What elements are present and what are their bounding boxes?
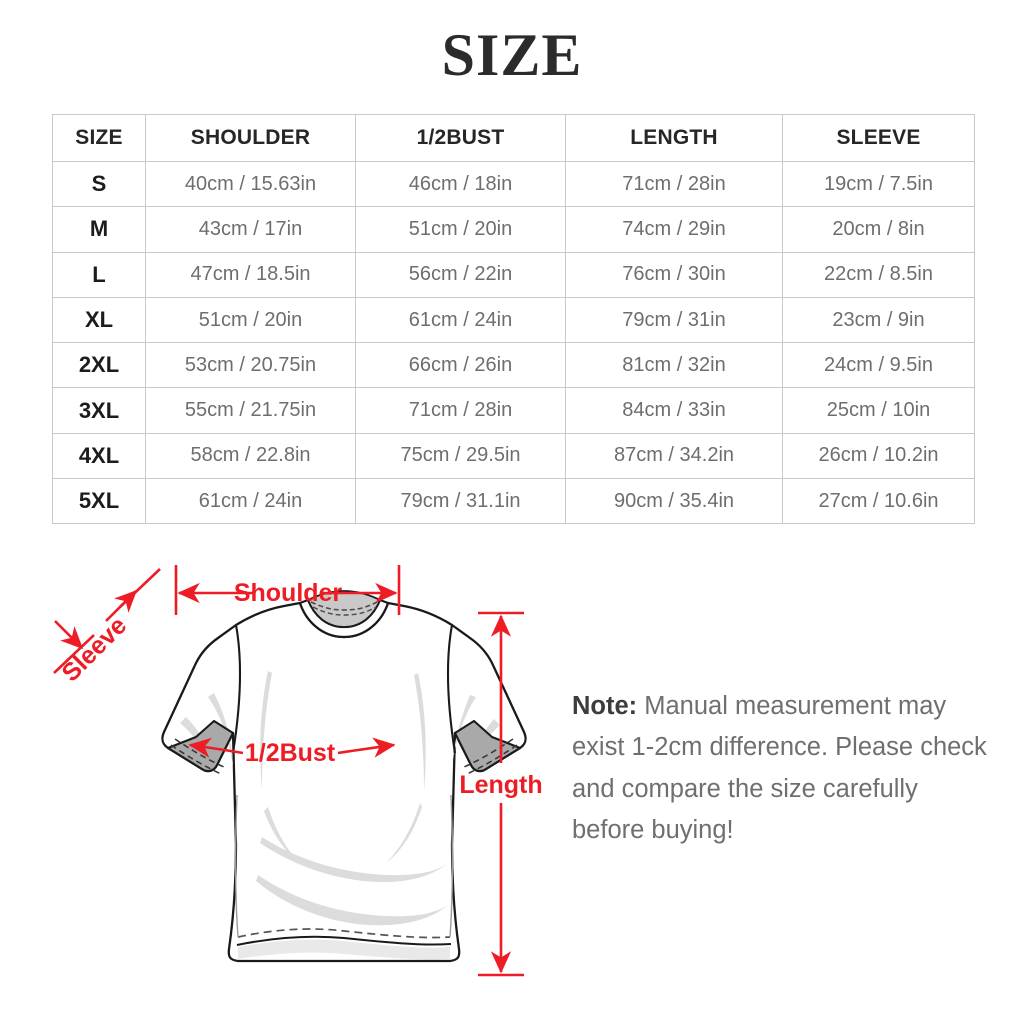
cell-size: S [52, 160, 146, 208]
sleeve-hem-stitch-left [174, 738, 225, 768]
cell-sleeve: 26cm / 10.2in [782, 432, 975, 480]
bust-label: 1/2Bust [245, 739, 336, 767]
bust-arrow-right [337, 737, 396, 758]
cell-size: 3XL [52, 387, 146, 434]
cell-shoulder: 51cm / 20in [145, 296, 356, 344]
cell-shoulder: 40cm / 15.63in [145, 160, 356, 208]
cell-bust: 46cm / 18in [355, 160, 566, 208]
table-row: 5XL 61cm / 24in 79cm / 31.1in 90cm / 35.… [52, 478, 975, 525]
column-header-size: SIZE [52, 114, 146, 162]
cell-size: 5XL [52, 478, 146, 525]
table-row: S 40cm / 15.63in 46cm / 18in 71cm / 28in… [52, 160, 975, 208]
length-label: Length [459, 771, 542, 799]
table-row: 2XL 53cm / 20.75in 66cm / 26in 81cm / 32… [52, 342, 975, 389]
cell-size: 4XL [52, 432, 146, 480]
cell-shoulder: 61cm / 24in [145, 478, 356, 525]
cell-sleeve: 27cm / 10.6in [782, 478, 975, 525]
cell-shoulder: 55cm / 21.75in [145, 387, 356, 434]
cell-bust: 71cm / 28in [355, 387, 566, 434]
cell-length: 84cm / 33in [565, 387, 783, 434]
cell-sleeve: 24cm / 9.5in [782, 342, 975, 389]
cell-length: 74cm / 29in [565, 206, 783, 253]
sleeve-hem-stitch-left-inner [170, 744, 222, 775]
cell-sleeve: 22cm / 8.5in [782, 251, 975, 298]
cell-length: 76cm / 30in [565, 251, 783, 298]
cell-bust: 75cm / 29.5in [355, 432, 566, 480]
sleeve-tick-lower [53, 634, 95, 674]
tshirt-shading [180, 671, 500, 926]
cell-sleeve: 20cm / 8in [782, 206, 975, 253]
armhole-seam-right [446, 624, 457, 754]
sleeve-opening-right [453, 719, 522, 773]
cell-length: 71cm / 28in [565, 160, 783, 208]
table-row: 4XL 58cm / 22.8in 75cm / 29.5in 87cm / 3… [52, 432, 975, 480]
cell-shoulder: 47cm / 18.5in [145, 251, 356, 298]
sleeve-arrow-lower [54, 620, 84, 650]
cell-length: 79cm / 31in [565, 296, 783, 344]
shoulder-measurement-callout: Shoulder [174, 565, 401, 615]
cell-bust: 79cm / 31.1in [355, 478, 566, 525]
page-title: SIZE [441, 22, 583, 88]
cell-bust: 66cm / 26in [355, 342, 566, 389]
side-seam-right [449, 794, 454, 938]
cell-shoulder: 53cm / 20.75in [145, 342, 356, 389]
cell-shoulder: 58cm / 22.8in [145, 432, 356, 480]
sleeve-measurement-callout: Sleeve [53, 568, 161, 687]
table-header-row: SIZE SHOULDER 1/2BUST LENGTH SLEEVE [52, 114, 975, 162]
sleeve-arrow-upper [105, 589, 138, 622]
note-body-text: Manual measurement may exist 1-2cm diffe… [572, 692, 987, 844]
cell-size: 2XL [52, 342, 146, 389]
size-chart-table: SIZE SHOULDER 1/2BUST LENGTH SLEEVE S 40… [52, 114, 975, 525]
collar-tape-stitch-lower [312, 606, 377, 616]
bottom-hem-edge [236, 935, 452, 946]
collar-tape-stitch [310, 601, 378, 611]
cell-shoulder: 43cm / 17in [145, 206, 356, 253]
table-row: L 47cm / 18.5in 56cm / 22in 76cm / 30in … [52, 251, 975, 298]
cell-bust: 61cm / 24in [355, 296, 566, 344]
cell-sleeve: 19cm / 7.5in [782, 160, 975, 208]
bottom-hem-stitch-upper [237, 928, 451, 939]
table-row: 3XL 55cm / 21.75in 71cm / 28in 84cm / 33… [52, 387, 975, 434]
bust-arrow-left [188, 737, 244, 758]
column-header-sleeve: SLEEVE [782, 114, 975, 162]
cell-size: M [52, 206, 146, 253]
column-header-shoulder: SHOULDER [145, 114, 356, 162]
note-lead-label: Note: [572, 692, 638, 720]
table-row: XL 51cm / 20in 61cm / 24in 79cm / 31in 2… [52, 296, 975, 344]
cell-bust: 51cm / 20in [355, 206, 566, 253]
sleeve-hem-stitch-right-inner [466, 744, 518, 775]
cell-size: XL [52, 296, 146, 344]
cell-sleeve: 23cm / 9in [782, 296, 975, 344]
shoulder-label: Shoulder [234, 579, 343, 607]
cell-bust: 56cm / 22in [355, 251, 566, 298]
measurement-diagram: Shoulder Sleeve 1/2Bust Length [0, 545, 1024, 1024]
cell-length: 81cm / 32in [565, 342, 783, 389]
bust-measurement-callout: 1/2Bust [188, 737, 396, 767]
length-measurement-callout: Length [459, 611, 543, 977]
column-header-length: LENGTH [565, 114, 783, 162]
armhole-seam-left [231, 624, 242, 754]
column-header-bust: 1/2BUST [355, 114, 566, 162]
cell-length: 90cm / 35.4in [565, 478, 783, 525]
side-seam-left [234, 794, 239, 938]
cell-length: 87cm / 34.2in [565, 432, 783, 480]
sleeve-label: Sleeve [56, 611, 132, 687]
cell-size: L [52, 251, 146, 298]
measurement-note: Note: Manual measurement may exist 1-2cm… [572, 686, 992, 851]
table-row: M 43cm / 17in 51cm / 20in 74cm / 29in 20… [52, 206, 975, 253]
cell-sleeve: 25cm / 10in [782, 387, 975, 434]
bottom-hem-face [238, 939, 450, 960]
tshirt-illustration [161, 590, 527, 963]
sleeve-hem-stitch-right [463, 738, 514, 768]
